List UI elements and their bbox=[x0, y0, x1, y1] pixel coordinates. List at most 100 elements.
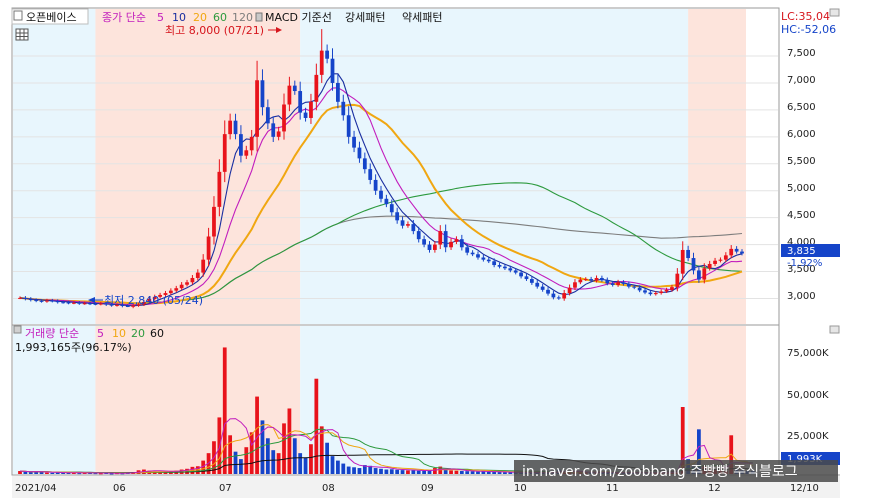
volume-bar bbox=[71, 472, 76, 474]
candle-body bbox=[389, 204, 394, 213]
volume-bar bbox=[330, 456, 335, 474]
volume-bar bbox=[346, 466, 351, 474]
candle-body bbox=[292, 85, 297, 92]
candle-body bbox=[255, 80, 259, 137]
stock-name: 오픈베이스 bbox=[26, 11, 77, 24]
volume-tick: 50,000K bbox=[787, 390, 829, 401]
candle-body bbox=[319, 50, 324, 75]
candle-body bbox=[513, 270, 518, 273]
candle-body bbox=[723, 255, 728, 260]
strong-pattern-label: 강세패턴 bbox=[345, 11, 385, 24]
volume-bar bbox=[77, 473, 82, 475]
pattern-bands bbox=[13, 9, 746, 474]
volume-bar bbox=[454, 470, 459, 474]
volume-bar bbox=[249, 432, 254, 474]
volume-toggle-icon[interactable] bbox=[13, 325, 22, 334]
volume-bar bbox=[39, 472, 44, 474]
price-legend: 오픈베이스 종가 단순 5 10 20 60 120 MACD 기준선 강세패턴… bbox=[11, 8, 442, 41]
volume-bar bbox=[287, 408, 292, 474]
volume-bar bbox=[697, 429, 701, 474]
candle-body bbox=[680, 249, 685, 274]
volume-bar bbox=[476, 471, 480, 474]
volume-bar bbox=[163, 471, 168, 474]
volume-bar bbox=[400, 470, 405, 474]
candle-body bbox=[605, 280, 610, 284]
low-annotation: 최저 2,840 (05/24) bbox=[104, 294, 203, 307]
high-annotation: 최고 8,000 (07/21) bbox=[165, 24, 264, 37]
candle-body bbox=[492, 261, 497, 266]
candle-body bbox=[98, 303, 103, 305]
candle-body bbox=[729, 248, 734, 256]
volume-bar bbox=[373, 468, 378, 474]
candle-body bbox=[55, 301, 60, 303]
volume-bar bbox=[228, 435, 233, 474]
volume-bar bbox=[459, 471, 464, 474]
current-change: -1.92% bbox=[787, 258, 822, 269]
candle-body bbox=[88, 303, 92, 305]
candle-body bbox=[562, 293, 567, 299]
candle-body bbox=[648, 292, 653, 295]
price-candles bbox=[18, 29, 744, 309]
candle-body bbox=[659, 291, 664, 294]
panel-settings-icon[interactable] bbox=[829, 8, 840, 17]
candle-body bbox=[61, 302, 65, 304]
volume-bar bbox=[449, 470, 453, 474]
candle-body bbox=[573, 282, 577, 288]
volume-bar bbox=[427, 470, 432, 474]
candle-body bbox=[454, 239, 459, 242]
candle-body bbox=[190, 277, 195, 283]
ma120-label: 120 bbox=[232, 11, 253, 24]
stock-name-box[interactable] bbox=[11, 8, 89, 25]
candle-body bbox=[136, 304, 141, 306]
candle-body bbox=[524, 276, 529, 280]
candle-body bbox=[34, 300, 39, 302]
price-ma-label: 종가 단순 bbox=[102, 11, 146, 24]
candle-body bbox=[707, 263, 712, 269]
candle-body bbox=[352, 136, 356, 148]
candle-body bbox=[670, 287, 674, 290]
panel-settings-icon[interactable] bbox=[829, 325, 840, 334]
volume-bar bbox=[98, 473, 103, 475]
price-tick: 4,500 bbox=[787, 210, 816, 221]
volume-bar bbox=[389, 469, 394, 474]
candle-body bbox=[583, 279, 588, 281]
volume-bar bbox=[45, 472, 49, 474]
pattern-band-volume bbox=[300, 326, 689, 474]
candle-body bbox=[212, 206, 216, 237]
candle-body bbox=[589, 279, 594, 281]
volume-bar bbox=[222, 347, 227, 474]
volume-bar bbox=[384, 469, 389, 474]
left-arrow-icon bbox=[88, 297, 95, 303]
candle-body bbox=[643, 290, 647, 293]
candle-body bbox=[147, 298, 152, 302]
candle-body bbox=[697, 270, 701, 280]
volume-bar bbox=[465, 471, 470, 474]
candle-body bbox=[546, 289, 550, 294]
candle-body bbox=[174, 288, 179, 291]
candle-body bbox=[432, 244, 437, 250]
volume-bar bbox=[18, 471, 22, 474]
volume-bar bbox=[416, 470, 421, 474]
x-tick: 09 bbox=[421, 483, 434, 494]
price-tick: 3,500 bbox=[787, 264, 816, 275]
volume-bar bbox=[55, 472, 60, 474]
candle-body bbox=[438, 231, 443, 245]
volume-bar bbox=[201, 460, 206, 474]
volume-bar bbox=[239, 459, 243, 474]
volume-bar bbox=[336, 460, 340, 474]
candle-body bbox=[481, 257, 486, 260]
candle-body bbox=[239, 134, 243, 156]
candle-body bbox=[314, 74, 319, 102]
candle-body bbox=[519, 272, 523, 277]
table-icon[interactable] bbox=[15, 28, 29, 41]
volume-ma5-label: 5 bbox=[97, 327, 104, 340]
candle-body bbox=[298, 91, 303, 113]
volume-bar bbox=[66, 472, 71, 474]
candle-body bbox=[551, 293, 556, 298]
hc-value: HC:-52,06 bbox=[781, 23, 836, 36]
candle-body bbox=[201, 259, 206, 273]
volume-bar bbox=[50, 472, 55, 474]
checkbox-icon[interactable] bbox=[13, 10, 23, 21]
candle-body bbox=[50, 300, 55, 302]
